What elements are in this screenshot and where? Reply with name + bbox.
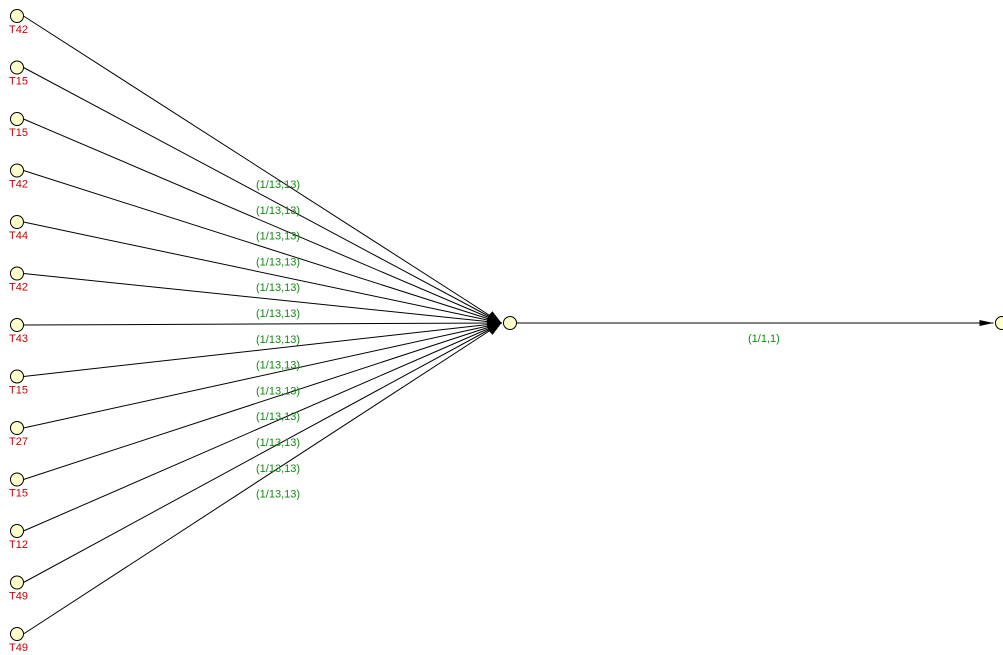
- fan-in-edge: [23, 67, 502, 324]
- source-node[interactable]: [10, 575, 24, 590]
- fan-in-edge: [23, 15, 502, 324]
- source-node-label: T15: [9, 488, 28, 500]
- edge-labels: (1/13,13) (1/13,13) (1/13,13) (1/13,13) (1/1…: [256, 179, 780, 501]
- source-node-label: T15: [9, 385, 28, 397]
- fan-in-edge: [23, 221, 502, 324]
- source-node[interactable]: [10, 369, 24, 384]
- source-node-label: T42: [9, 282, 28, 294]
- hub-to-target-edge-label: (1/1,1): [748, 333, 780, 345]
- source-node-label: T15: [9, 127, 28, 139]
- source-node[interactable]: [10, 627, 24, 641]
- source-node-label: T42: [9, 179, 28, 191]
- fan-in-edge-label: (1/13,13): [256, 385, 300, 397]
- edges: [23, 15, 994, 635]
- fan-in-edge-label: (1/13,13): [256, 282, 300, 294]
- source-node[interactable]: [10, 266, 24, 281]
- fan-in-edge-label: (1/13,13): [256, 205, 300, 217]
- fan-in-edge: [23, 322, 502, 635]
- arrowhead: [979, 320, 994, 326]
- fan-in-edge-label: (1/13,13): [256, 256, 300, 268]
- fan-in-edge-label: (1/13,13): [256, 411, 300, 423]
- source-node-label: T15: [9, 76, 28, 88]
- source-node[interactable]: [10, 112, 24, 126]
- source-node[interactable]: [10, 215, 24, 229]
- source-node[interactable]: [10, 472, 24, 487]
- source-node[interactable]: [10, 163, 24, 178]
- source-node-label: T42: [9, 24, 28, 36]
- nodes: T42 T15 T15 T42 T44 T42 T43 T15 T27 T15 T12 T49 T49: [9, 9, 1003, 654]
- fan-in-edge-label: (1/13,13): [256, 231, 300, 243]
- source-node[interactable]: [10, 524, 24, 538]
- source-node-label: T44: [9, 230, 28, 242]
- source-node[interactable]: [10, 421, 24, 435]
- source-node[interactable]: [10, 318, 24, 332]
- source-node-label: T12: [9, 539, 28, 551]
- target-node[interactable]: [995, 316, 1003, 330]
- source-node-label: T49: [9, 642, 28, 654]
- fan-in-edge: [23, 273, 502, 324]
- source-node-label: T49: [9, 591, 28, 603]
- fan-in-edge-label: (1/13,13): [256, 489, 300, 501]
- fan-in-edge-label: (1/13,13): [256, 179, 300, 191]
- fan-in-edge-label: (1/13,13): [256, 463, 300, 475]
- fan-in-edge: [23, 322, 502, 326]
- fan-in-edge-label: (1/13,13): [256, 334, 300, 346]
- source-node[interactable]: [10, 60, 24, 75]
- source-node-label: T43: [9, 333, 28, 345]
- fan-in-edge-label: (1/13,13): [256, 308, 300, 320]
- hub-node[interactable]: [503, 316, 517, 330]
- fan-in-edge: [23, 118, 502, 324]
- fan-in-edge-label: (1/13,13): [256, 360, 300, 372]
- fan-in-edge: [23, 322, 502, 583]
- fan-in-edge: [23, 322, 502, 377]
- source-node[interactable]: [10, 9, 24, 23]
- fan-in-edge-label: (1/13,13): [256, 437, 300, 449]
- fan-in-edge: [23, 170, 502, 324]
- source-node-label: T27: [9, 436, 28, 448]
- fan-in-edge: [23, 322, 502, 429]
- fan-in-edge: [23, 322, 502, 532]
- fan-in-edge: [23, 322, 502, 480]
- arrowhead: [487, 323, 502, 335]
